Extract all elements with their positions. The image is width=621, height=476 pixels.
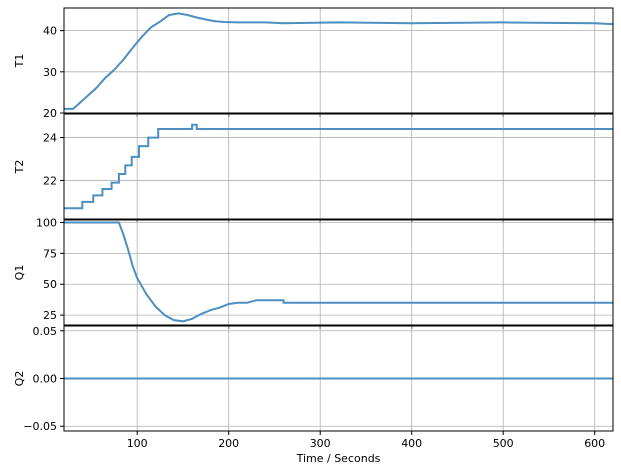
y-tick-label: 20 bbox=[43, 107, 57, 120]
y-tick-label: 25 bbox=[43, 309, 57, 322]
x-tick-label: 600 bbox=[584, 437, 605, 450]
x-tick-label: 200 bbox=[218, 437, 239, 450]
y-axis-label: Q1 bbox=[13, 265, 26, 281]
y-tick-label: 50 bbox=[43, 278, 57, 291]
series-line-t1 bbox=[64, 12, 614, 110]
panel-frame bbox=[63, 113, 614, 220]
y-tick-label: 100 bbox=[36, 216, 57, 229]
panel-frame bbox=[63, 219, 614, 326]
y-tick-label: 0.05 bbox=[33, 325, 58, 338]
panel-frame bbox=[63, 7, 614, 114]
y-tick-label: 75 bbox=[43, 247, 57, 260]
y-tick-label: 30 bbox=[43, 66, 57, 79]
x-tick-label: 500 bbox=[493, 437, 514, 450]
y-tick-label: 22 bbox=[43, 174, 57, 187]
y-tick-label: −0.05 bbox=[23, 420, 57, 433]
series-line-q1 bbox=[64, 221, 613, 323]
series-line-t2 bbox=[64, 123, 613, 210]
y-axis-label: T1 bbox=[13, 54, 26, 69]
y-axis-label: Q2 bbox=[13, 371, 26, 387]
y-tick-label: 40 bbox=[43, 25, 57, 38]
y-axis-label: T2 bbox=[13, 160, 26, 175]
x-axis-label: Time / Seconds bbox=[296, 452, 381, 465]
x-tick-label: 400 bbox=[401, 437, 422, 450]
x-tick-label: 300 bbox=[310, 437, 331, 450]
y-tick-label: 0.00 bbox=[33, 373, 58, 386]
y-tick-label: 24 bbox=[43, 132, 57, 145]
x-tick-label: 100 bbox=[127, 437, 148, 450]
